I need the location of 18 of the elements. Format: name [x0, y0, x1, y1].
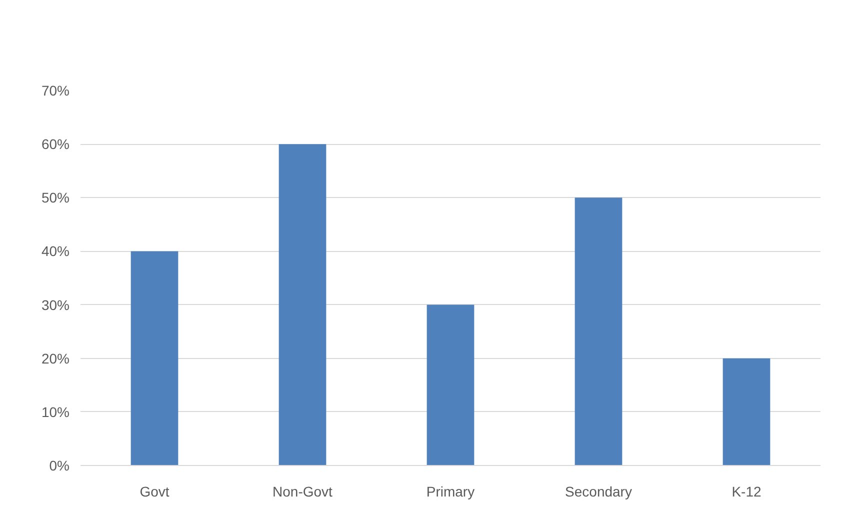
y-tick-label: 40%: [41, 243, 70, 260]
bar: [426, 304, 474, 466]
bar: [574, 198, 622, 466]
y-tick-label: 50%: [41, 190, 70, 206]
bar: [278, 144, 326, 466]
y-tick-label: 70%: [41, 82, 70, 98]
y-tick-label: 0%: [49, 458, 70, 474]
y-tick-label: 20%: [41, 350, 70, 366]
x-tick-label: Primary: [426, 484, 475, 500]
y-tick-label: 60%: [41, 136, 70, 152]
y-tick-label: 30%: [41, 296, 70, 313]
x-tick-label: Secondary: [565, 484, 632, 500]
bar: [130, 251, 178, 466]
x-tick-label: K-12: [732, 484, 762, 500]
bar: [722, 358, 770, 466]
x-tick-label: Non-Govt: [272, 484, 333, 500]
x-tick-label: Govt: [140, 484, 170, 500]
y-tick-label: 10%: [41, 404, 70, 420]
